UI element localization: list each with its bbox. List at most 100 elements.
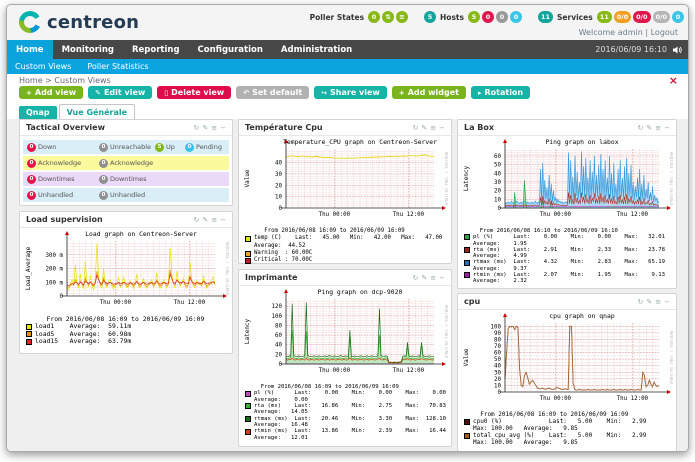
svg-text:RRDTOOL / TOBI OETIKER: RRDTOOL / TOBI OETIKER [444, 305, 448, 359]
widget-minimize-icon[interactable]: − [439, 123, 445, 132]
status-badge-hosts-2[interactable]: 0 [495, 11, 508, 23]
widget-edit-icon[interactable]: ✎ [421, 273, 428, 282]
widget-body-cpu: 0 10 20 30 40 50 60 70 80 90 100 Thu 00:00 Thu 12:00… [458, 310, 676, 451]
nav-item-administration[interactable]: Administration [280, 44, 353, 55]
widget-edit-icon[interactable]: ✎ [646, 123, 653, 132]
toolbar-button-share-view[interactable]: ↪ Share view [314, 86, 387, 99]
widget-trash-icon[interactable]: ≡ [430, 273, 437, 282]
legend-line: Average: 9.37 [464, 266, 676, 272]
toolbar-button-rotation[interactable]: ▸ Rotation [470, 86, 531, 99]
widget-load: Load supervision ↻ ✎ ≡ − 0 100 m 200 m 300 m Thu … [19, 211, 233, 354]
tactical-cell-acknowledge[interactable]: 0 Acknowledge [27, 158, 99, 168]
widget-refresh-icon[interactable]: ↻ [637, 123, 644, 132]
legend-line: rta (ms) Last: 16.86 Min: 2.75 Max: 70.8… [245, 403, 451, 410]
widget-header-icons: ↻ ✎ ≡ − [413, 124, 446, 132]
subnav-item-custom-views[interactable]: Custom Views [15, 62, 72, 71]
speaker-icon[interactable] [672, 45, 682, 55]
legend-text: Critical : 70.00C [254, 257, 313, 264]
tactical-label: Down [38, 143, 57, 151]
legend-swatch [464, 259, 470, 266]
widget-trash-icon[interactable]: ≡ [430, 123, 437, 132]
widget-trash-icon[interactable]: ≡ [211, 123, 218, 132]
widget-minimize-icon[interactable]: − [439, 273, 445, 282]
legend-text: rtmax (ms) Last: 20.46 Min: 3.30 Max: 12… [254, 415, 446, 422]
subnav-item-poller-statistics[interactable]: Poller Statistics [87, 62, 149, 71]
tactical-label: Unhandled [38, 191, 74, 199]
tactical-cell-down[interactable]: 0 Down [27, 142, 99, 152]
widget-header-temp: Température Cpu ↻ ✎ ≡ − [239, 120, 451, 136]
widget-body-temp: 0 10 20 30 40 Thu 00:00 Thu 12:00 Temperature_C… [239, 136, 451, 264]
widget-refresh-icon[interactable]: ↻ [412, 273, 419, 282]
status-badge-services-3[interactable]: 0/0 [652, 11, 670, 23]
toolbar-button-add-view[interactable]: + Add view [19, 86, 84, 99]
svg-text:50: 50 [494, 163, 501, 169]
tactical-cell-pending[interactable]: 0 Pending [185, 142, 225, 152]
toolbar-button-edit-view[interactable]: ✎ Edit view [88, 86, 153, 99]
status-badge-services-1[interactable]: 0/0 [613, 11, 632, 23]
legend-line: Max: 100.00 Average: 9.85 [464, 425, 676, 433]
widget-minimize-icon[interactable]: − [220, 123, 226, 132]
tactical-cell-acknowledge[interactable]: 0 Acknowledge [99, 158, 155, 168]
nav-item-home[interactable]: Home [7, 40, 53, 59]
status-badge-poller-0[interactable]: 0 [368, 11, 381, 23]
status-badge-services-4[interactable]: 0 [672, 11, 684, 23]
button-label: Rotation [484, 88, 524, 97]
breadcrumb[interactable]: Home > Custom Views [19, 76, 111, 85]
widget-refresh-icon[interactable]: ↻ [412, 123, 419, 132]
legend-text: rtmax (ms) Last: 4.32 Min: 2.83 Max: 65.… [473, 259, 665, 266]
widget-edit-icon[interactable]: ✎ [202, 123, 209, 132]
tactical-label: Downtimes [38, 175, 75, 183]
tactical-cell-up[interactable]: 5 Up [155, 142, 185, 152]
widget-edit-icon[interactable]: ✎ [202, 215, 209, 224]
tactical-cell-unreachable[interactable]: 0 Unreachable [99, 142, 155, 152]
status-badge-hosts-3[interactable]: 0 [509, 11, 522, 23]
tab-qnap[interactable]: Qnap [19, 106, 57, 119]
widget-edit-icon[interactable]: ✎ [421, 123, 428, 132]
widget-minimize-icon[interactable]: − [664, 297, 670, 306]
nav-item-monitoring[interactable]: Monitoring [61, 44, 114, 55]
widget-trash-icon[interactable]: ≡ [655, 123, 662, 132]
nav-item-configuration[interactable]: Configuration [197, 44, 263, 55]
status-badge-poller-2[interactable]: ≡ [396, 11, 409, 23]
status-badge-hosts-1[interactable]: 0 [481, 11, 494, 23]
status-badge-hosts-0[interactable]: 5 [467, 11, 480, 23]
brand-text: centreon [47, 11, 140, 33]
close-icon[interactable]: × [668, 74, 678, 87]
tactical-cell-downtimes[interactable]: 0 Downtimes [99, 174, 155, 184]
widget-trash-icon[interactable]: ≡ [211, 215, 218, 224]
widget-refresh-icon[interactable]: ↻ [193, 215, 200, 224]
widget-impr: Imprimante ↻ ✎ ≡ − 0 20 40 60 80 100 120 Thu 00:00 Th… [238, 269, 452, 447]
legend-line: rta (ms) Last: 2.91 Min: 2.33 Max: 23.78 [464, 247, 676, 254]
widget-trash-icon[interactable]: ≡ [655, 297, 662, 306]
svg-text:40: 40 [494, 171, 501, 177]
toolbar-button-add-widget[interactable]: + Add widget [391, 86, 466, 99]
legend-line: Average: 44.52 [245, 243, 451, 250]
legend-line: pl (%) Last: 0.00 Min: 0.00 Max: 0.00 [245, 390, 451, 397]
legend-swatch [26, 331, 32, 338]
legend-line: From 2016/06/08 16:09 to 2016/06/09 16:0… [245, 384, 451, 390]
tactical-cell-downtimes[interactable]: 0 Downtimes [27, 174, 99, 184]
widget-refresh-icon[interactable]: ↻ [637, 297, 644, 306]
widget-title: cpu [464, 297, 481, 306]
tab-vue-générale[interactable]: Vue Générale [58, 104, 136, 119]
status-badge-services-0[interactable]: 11 [596, 11, 612, 23]
status-badge-poller-1[interactable]: ⇅ [382, 11, 395, 23]
svg-text:30: 30 [494, 370, 501, 376]
clock: 2016/06/09 16:10 [595, 45, 667, 54]
tactical-badge: 5 [155, 142, 164, 152]
toolbar-button-set-default[interactable]: ↶ Set default [236, 86, 310, 99]
widget-minimize-icon[interactable]: − [664, 123, 670, 132]
nav-item-reporting[interactable]: Reporting [132, 44, 180, 55]
legend-text: Warning : 60.00C [254, 249, 313, 256]
tactical-cell-unhandled[interactable]: 0 Unhandled [99, 190, 155, 200]
widget-title: Température Cpu [245, 123, 323, 132]
toolbar-button-delete-view[interactable]: ▯ Delete view [157, 86, 232, 99]
logout-link[interactable]: Logout [650, 28, 678, 37]
status-badge-services-2[interactable]: 0/0 [633, 11, 651, 23]
centreon-brand[interactable]: centreon [19, 11, 139, 33]
widget-refresh-icon[interactable]: ↻ [193, 123, 200, 132]
widget-minimize-icon[interactable]: − [220, 215, 226, 224]
widget-edit-icon[interactable]: ✎ [646, 297, 653, 306]
separator: | [645, 28, 649, 37]
tactical-cell-unhandled[interactable]: 0 Unhandled [27, 190, 99, 200]
